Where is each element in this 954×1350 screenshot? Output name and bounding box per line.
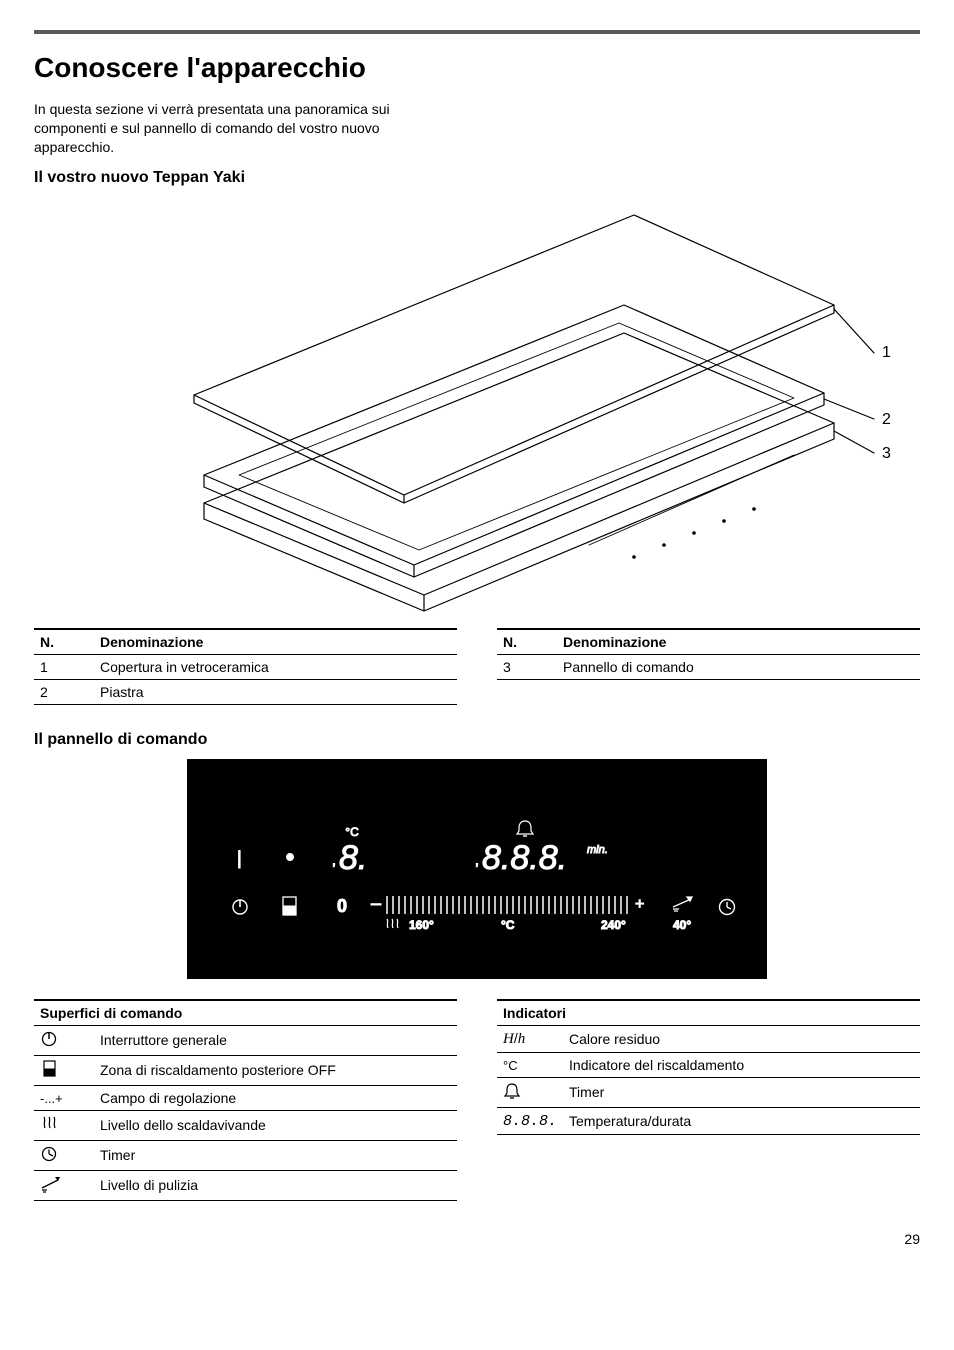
- callout-1: 1: [882, 344, 891, 361]
- table-row: -...+Campo di regolazione: [34, 1085, 457, 1110]
- table-row: Interruttore generale: [34, 1025, 457, 1055]
- superfici-clean-icon: [34, 1170, 94, 1200]
- superfici-table: Superfici di comando Interruttore genera…: [34, 999, 457, 1201]
- panel-dot: [287, 853, 294, 860]
- indicatori-desc: Timer: [563, 1077, 920, 1107]
- table-row: °CIndicatore del riscaldamento: [497, 1052, 920, 1077]
- panel-zero: 0: [337, 896, 347, 916]
- subheading-product: Il vostro nuovo Teppan Yaki: [34, 169, 920, 187]
- superfici-desc: Livello di pulizia: [94, 1170, 457, 1200]
- superfici-heat-icon: [34, 1110, 94, 1140]
- legend-columns: N. Denominazione 1 Copertura in vetrocer…: [34, 628, 920, 705]
- panel-160: 160°: [409, 918, 434, 932]
- product-diagram: 1 2 3: [34, 195, 920, 618]
- svg-text:,: ,: [332, 852, 336, 868]
- panel-scale: [387, 896, 627, 914]
- table-row: 2 Piastra: [34, 679, 457, 704]
- subheading-panel: Il pannello di comando: [34, 731, 920, 749]
- indicatori-desc: Indicatore del riscaldamento: [563, 1052, 920, 1077]
- table-row: Zona di riscaldamento posteriore OFF: [34, 1055, 457, 1085]
- panel-240: 240°: [601, 918, 626, 932]
- panel-degc-small: °C: [345, 825, 359, 839]
- indicatori-d888-icon: 8.8.8.: [497, 1107, 563, 1134]
- superfici-title: Superfici di comando: [34, 1000, 457, 1026]
- indicatori-Hh-icon: H/h: [497, 1025, 563, 1052]
- legend-left-header-desc: Denominazione: [94, 629, 457, 655]
- top-rule: [34, 30, 920, 34]
- superfici-clock-icon: [34, 1140, 94, 1170]
- table-row: Livello dello scaldavivande: [34, 1110, 457, 1140]
- superfici-desc: Zona di riscaldamento posteriore OFF: [94, 1055, 457, 1085]
- table-row: 8.8.8.Temperatura/durata: [497, 1107, 920, 1134]
- panel-vbar: |: [237, 848, 242, 868]
- table-row: Timer: [497, 1077, 920, 1107]
- superfici-desc: Livello dello scaldavivande: [94, 1110, 457, 1140]
- panel-plus: +: [635, 896, 644, 913]
- table-row: 1 Copertura in vetroceramica: [34, 654, 457, 679]
- panel-40: 40°: [673, 918, 691, 932]
- indicatori-degc-icon: °C: [497, 1052, 563, 1077]
- panel-big8: 8.: [339, 839, 367, 877]
- intro-text: In questa sezione vi verrà presentata un…: [34, 100, 459, 157]
- superfici-zone-icon: [34, 1055, 94, 1085]
- control-panel-diagram: °C 8. , 8.8.8. , min. | 0 –: [187, 759, 767, 979]
- page-number: 29: [34, 1231, 920, 1247]
- superfici-desc: Campo di regolazione: [94, 1085, 457, 1110]
- legend-table-right: N. Denominazione 3 Pannello di comando: [497, 628, 920, 680]
- callout-2: 2: [882, 411, 891, 428]
- page-title: Conoscere l'apparecchio: [34, 52, 920, 84]
- superfici-desc: Timer: [94, 1140, 457, 1170]
- indicatori-table: Indicatori H/hCalore residuo°CIndicatore…: [497, 999, 920, 1135]
- panel-minus: –: [371, 893, 381, 913]
- indicatori-title: Indicatori: [497, 1000, 920, 1026]
- indicatori-desc: Temperatura/durata: [563, 1107, 920, 1134]
- table-row: Timer: [34, 1140, 457, 1170]
- superfici-range-icon: -...+: [34, 1085, 94, 1110]
- indicatori-desc: Calore residuo: [563, 1025, 920, 1052]
- superfici-desc: Interruttore generale: [94, 1025, 457, 1055]
- legend-table-left: N. Denominazione 1 Copertura in vetrocer…: [34, 628, 457, 705]
- panel-min: min.: [587, 844, 608, 856]
- legend-right-header-n: N.: [497, 629, 557, 655]
- table-row: H/hCalore residuo: [497, 1025, 920, 1052]
- panel-888: 8.8.8.: [482, 839, 567, 877]
- superfici-power-icon: [34, 1025, 94, 1055]
- legend-right-header-desc: Denominazione: [557, 629, 920, 655]
- svg-text:,: ,: [475, 852, 479, 868]
- table-row: 3 Pannello di comando: [497, 654, 920, 679]
- indicatori-bell-icon: [497, 1077, 563, 1107]
- panel-degc: °C: [501, 918, 515, 932]
- table-row: Livello di pulizia: [34, 1170, 457, 1200]
- bottom-tables: Superfici di comando Interruttore genera…: [34, 999, 920, 1201]
- callout-3: 3: [882, 445, 891, 462]
- legend-left-header-n: N.: [34, 629, 94, 655]
